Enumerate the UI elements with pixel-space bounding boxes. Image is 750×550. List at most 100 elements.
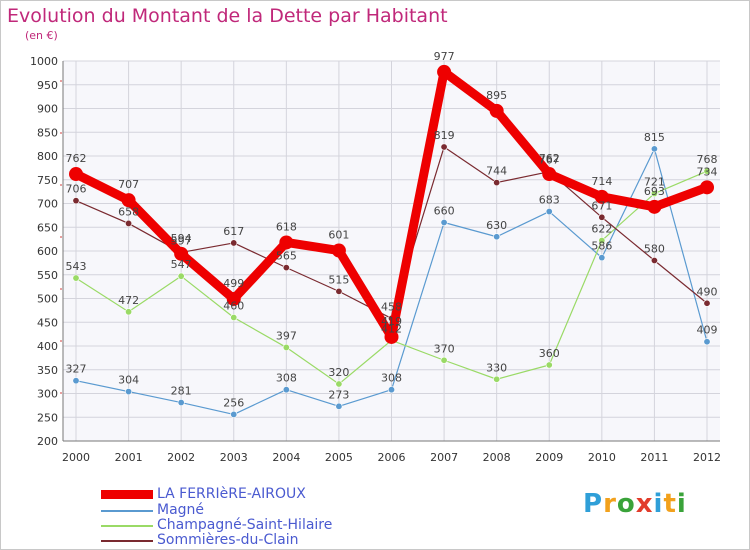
data-point (493, 375, 501, 383)
data-label: 660 (434, 205, 455, 218)
data-point (437, 64, 452, 79)
data-label: 707 (118, 178, 139, 191)
proxiti-logo: Proxiti (583, 489, 687, 519)
data-label: 547 (171, 258, 192, 271)
legend-swatch (101, 525, 153, 527)
data-label: 815 (644, 131, 665, 144)
data-point (594, 189, 609, 204)
data-label: 281 (171, 385, 192, 398)
y-tick-label: 300 (37, 388, 58, 401)
data-label: 630 (486, 219, 507, 232)
y-tick-label: 250 (37, 411, 58, 424)
data-label: 721 (644, 176, 665, 189)
y-tick-label: 950 (37, 79, 58, 92)
data-label: 819 (434, 129, 455, 142)
axes: 200 250 300 350 400 450 500 550 600 650 700 750 800 8… (30, 55, 721, 464)
data-point (493, 233, 501, 241)
data-point (700, 180, 714, 195)
data-label: 580 (644, 243, 665, 256)
x-tick-label: 2010 (588, 451, 616, 464)
data-point (125, 308, 133, 316)
data-point (440, 219, 448, 227)
data-label: 762 (66, 152, 87, 165)
x-tick-label: 2008 (483, 451, 511, 464)
data-label: 490 (697, 285, 718, 298)
y-tick-label: 500 (37, 293, 58, 306)
x-tick-label: 2009 (535, 451, 563, 464)
data-label: 762 (539, 152, 560, 165)
x-tick-label: 2005 (325, 451, 353, 464)
data-label: 768 (697, 153, 718, 166)
x-tick-label: 2003 (220, 451, 248, 464)
data-label: 683 (539, 194, 560, 207)
data-label: 617 (223, 225, 244, 238)
data-label: 330 (486, 361, 507, 374)
data-point (387, 386, 395, 394)
data-point (125, 219, 133, 227)
data-label: 320 (328, 366, 349, 379)
y-tick-label: 650 (37, 221, 58, 234)
data-point (703, 338, 711, 346)
data-label: 597 (171, 234, 192, 247)
data-label: 308 (276, 372, 297, 385)
data-point (440, 143, 448, 151)
data-point (703, 167, 711, 175)
data-point (335, 380, 343, 388)
data-label: 370 (434, 342, 455, 355)
y-tick-label: 800 (37, 150, 58, 163)
data-label: 601 (328, 229, 349, 242)
x-tick-label: 2012 (693, 451, 721, 464)
data-label: 977 (434, 50, 455, 63)
data-point (230, 410, 238, 418)
logo-letter: i (676, 489, 687, 519)
data-label: 706 (66, 183, 87, 196)
data-label: 744 (486, 165, 507, 178)
data-label: 273 (328, 388, 349, 401)
data-label: 458 (381, 300, 402, 313)
data-point (440, 356, 448, 364)
data-label: 409 (697, 324, 718, 337)
data-point (598, 237, 606, 245)
data-point (279, 235, 294, 250)
y-tick-label: 700 (37, 198, 58, 211)
y-tick-label: 450 (37, 316, 58, 329)
data-point (703, 299, 711, 307)
data-point (384, 329, 399, 344)
y-tick-label: 350 (37, 364, 58, 377)
data-point (230, 313, 238, 321)
logo-letter: o (616, 489, 636, 519)
data-label: 734 (697, 165, 718, 178)
data-point (230, 239, 238, 247)
data-label: 256 (223, 396, 244, 409)
data-label: 714 (591, 175, 612, 188)
data-point (177, 399, 185, 407)
data-label: 565 (276, 250, 297, 263)
legend-label: Champagné-Saint-Hilaire (157, 517, 333, 533)
data-point (226, 291, 241, 306)
logo-letter: i (653, 489, 664, 519)
x-tick-label: 2001 (115, 451, 143, 464)
legend-label: Magné (157, 502, 205, 518)
data-label: 543 (66, 260, 87, 273)
data-point (72, 197, 80, 205)
logo-letter: t (663, 489, 677, 519)
data-point (282, 386, 290, 394)
x-tick-label: 2002 (167, 451, 195, 464)
chart-title: Evolution du Montant de la Dette par Hab… (7, 5, 448, 27)
legend-label: Sommières-du-Clain (157, 532, 299, 548)
data-label: 658 (118, 205, 139, 218)
logo-letter: r (603, 489, 617, 519)
data-label: 586 (591, 240, 612, 253)
data-label: 304 (118, 374, 139, 387)
legend-swatch (101, 510, 153, 512)
data-point (174, 246, 189, 261)
legend-label: LA FERRIèRE-AIROUX (157, 486, 306, 502)
data-point (282, 343, 290, 351)
x-tick-label: 2004 (272, 451, 300, 464)
y-tick-label: 1000 (30, 55, 58, 68)
data-label: 618 (276, 220, 297, 233)
data-label: 895 (486, 89, 507, 102)
data-point (69, 167, 83, 182)
